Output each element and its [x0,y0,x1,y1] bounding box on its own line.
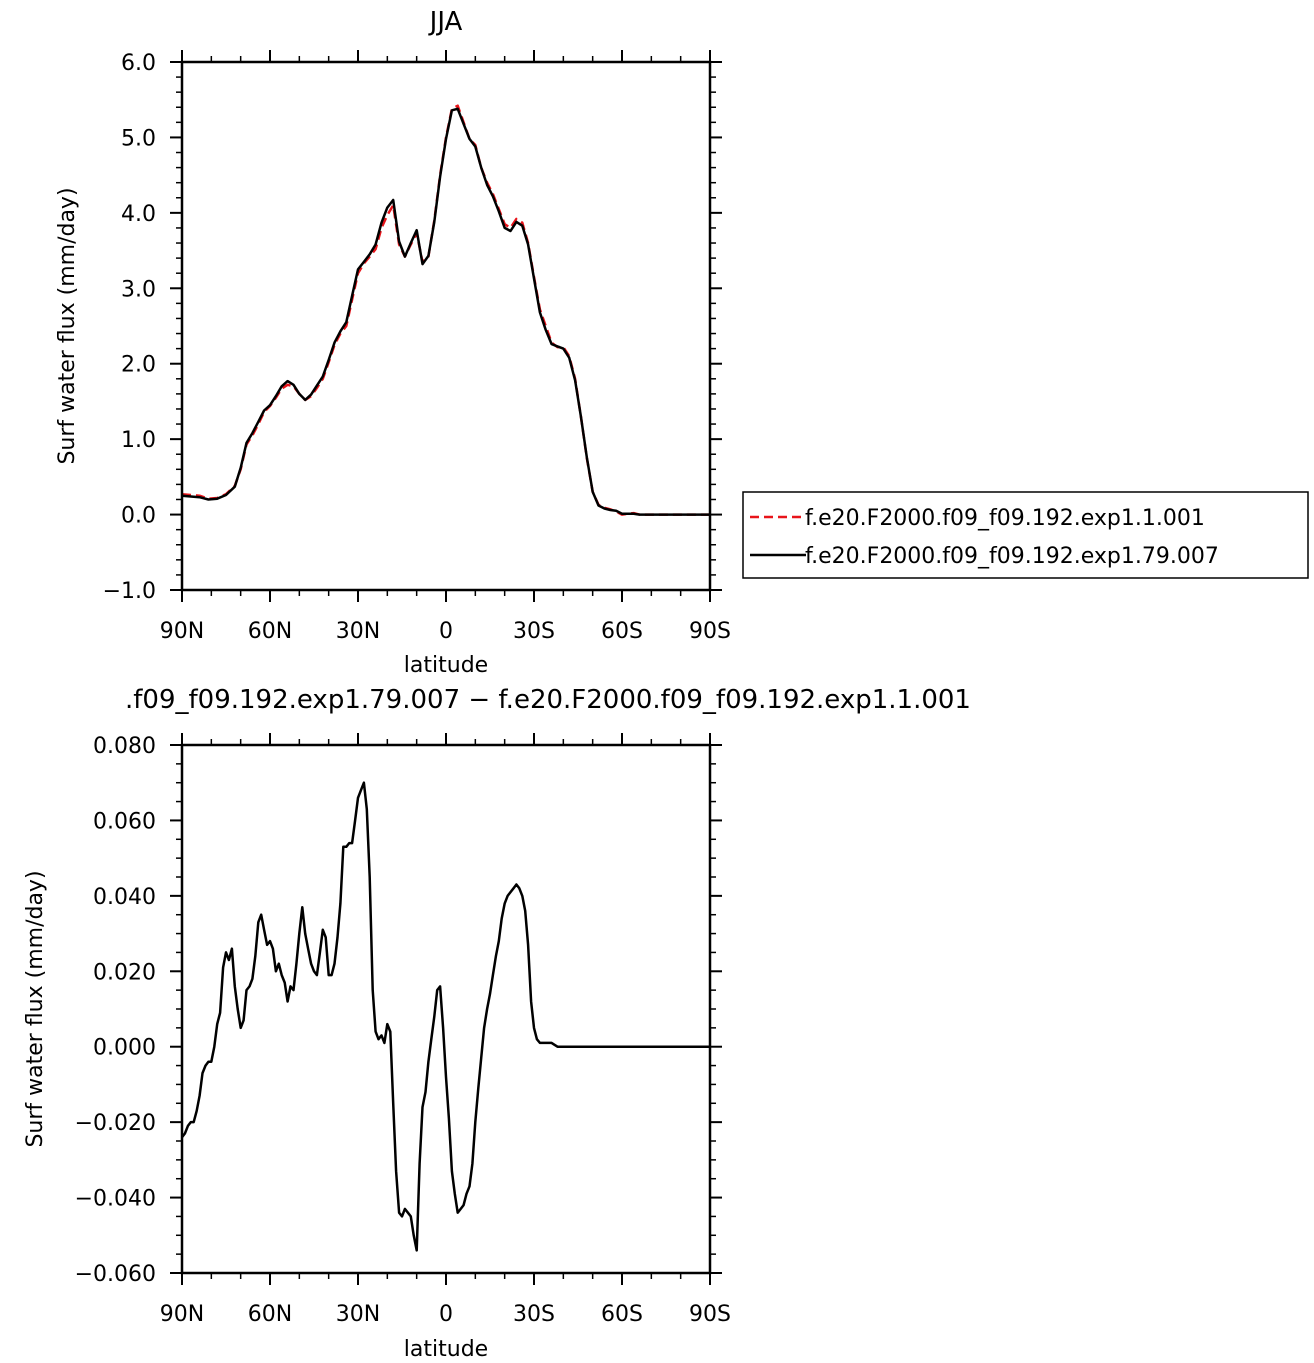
bottom-chart-ticks [170,733,722,1285]
bottom-chart-y-tick-label: −0.040 [75,1187,156,1212]
bottom-chart-y-tick-label: 0.040 [93,885,156,910]
top-chart-x-tick-label: 60N [248,619,292,644]
top-chart-x-tick-label: 30N [336,619,380,644]
bottom-chart-x-tick-label: 90N [160,1302,204,1327]
bottom-chart-x-tick-label: 90S [689,1302,731,1327]
top-chart-y-tick-label: 5.0 [121,126,156,151]
bottom-chart-panel: .f09_f09.192.exp1.79.007 − f.e20.F2000.f… [23,685,971,1362]
bottom-chart-y-tick-label: −0.020 [75,1111,156,1136]
top-chart-x-tick-label: 90S [689,619,731,644]
legend-label-series-2: f.e20.F2000.f09_f09.192.exp1.79.007 [805,544,1219,569]
bottom-chart-y-tick-label: 0.000 [93,1036,156,1061]
top-chart-y-tick-label: 4.0 [121,202,156,227]
bottom-chart-x-tick-labels: 90N 60N 30N 0 30S 60S 90S [160,1302,731,1327]
top-chart-y-tick-label: 0.0 [121,504,156,529]
top-chart-y-axis-title: Surf water flux (mm/day) [55,187,80,464]
bottom-chart-x-tick-label: 0 [439,1302,453,1327]
top-chart-y-tick-label: 2.0 [121,353,156,378]
top-chart-x-tick-label: 60S [601,619,643,644]
bottom-chart-series [181,781,710,1252]
top-chart-y-tick-label: 3.0 [121,277,156,302]
top-chart-legend: f.e20.F2000.f09_f09.192.exp1.1.001 f.e20… [742,491,1309,579]
bottom-chart-y-tick-label: 0.060 [93,809,156,834]
bottom-chart-y-axis-title: Surf water flux (mm/day) [23,870,48,1147]
top-chart-y-tick-labels: −1.0 0.0 1.0 2.0 3.0 4.0 5.0 6.0 [103,51,156,604]
bottom-chart-y-tick-labels: −0.060 −0.040 −0.020 0.000 0.020 0.040 0.060 0.… [75,734,156,1287]
top-chart-title: JJA [428,7,463,37]
bottom-chart-x-tick-label: 60S [601,1302,643,1327]
bottom-chart-y-tick-label: −0.060 [75,1262,156,1287]
bottom-chart-x-tick-label: 30N [336,1302,380,1327]
top-chart-y-tick-label: −1.0 [103,579,156,604]
bottom-chart-plot-frame [180,743,712,1275]
bottom-chart-x-tick-label: 60N [248,1302,292,1327]
top-chart-series-line-2 [181,107,710,516]
top-chart-x-tick-labels: 90N 60N 30N 0 30S 60S 90S [160,619,731,644]
legend-box [742,491,1309,579]
top-chart-y-tick-label: 6.0 [121,51,156,76]
bottom-chart-x-tick-label: 30S [513,1302,555,1327]
bottom-chart-x-axis-title: latitude [404,1337,488,1362]
top-chart-series-line-1 [181,104,710,516]
top-chart-x-tick-label: 90N [160,619,204,644]
bottom-chart-y-tick-label: 0.020 [93,960,156,985]
bottom-chart-series-line-1 [181,781,710,1252]
legend-label-series-1: f.e20.F2000.f09_f09.192.exp1.1.001 [805,506,1205,531]
top-chart-x-axis-title: latitude [404,653,488,678]
bottom-chart-title: .f09_f09.192.exp1.79.007 − f.e20.F2000.f… [125,685,971,715]
top-chart-y-tick-label: 1.0 [121,428,156,453]
top-chart-series [181,104,710,516]
top-chart-x-tick-label: 0 [439,619,453,644]
top-chart-panel: JJA −1.0 0.0 1.0 2.0 3.0 4.0 5.0 6.0 90N 60N 30N 0… [55,7,731,678]
bottom-chart-y-tick-label: 0.080 [93,734,156,759]
top-chart-x-tick-label: 30S [513,619,555,644]
top-chart-plot-frame [180,60,712,592]
